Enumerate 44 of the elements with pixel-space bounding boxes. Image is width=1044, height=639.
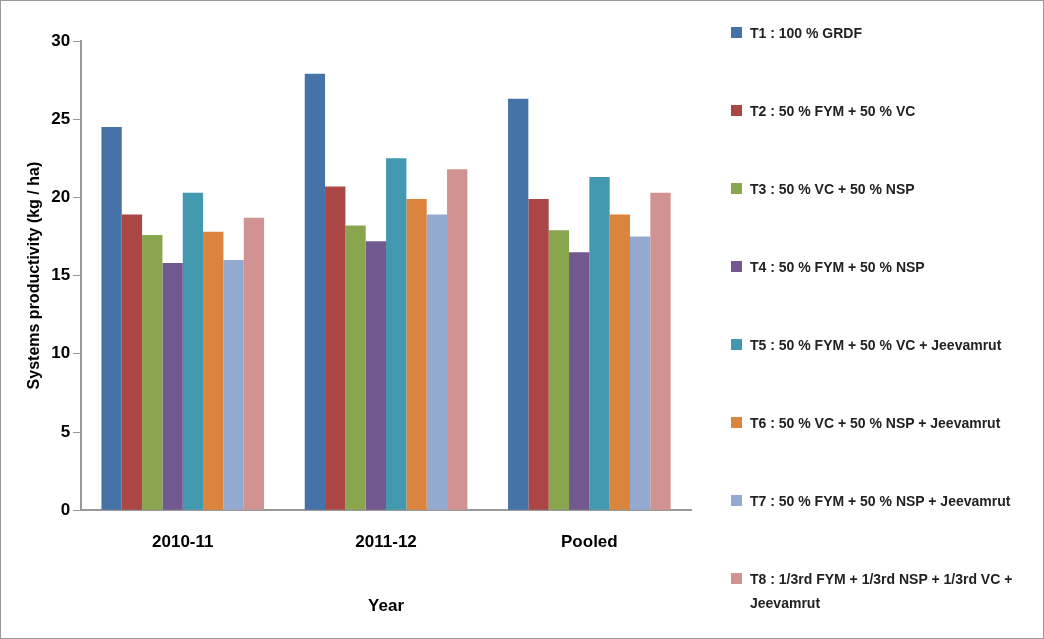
- x-tick-label: 2011-12: [355, 532, 417, 552]
- bar: [121, 214, 143, 510]
- bar: [386, 158, 407, 510]
- legend-label: T4 : 50 % FYM + 50 % NSP: [750, 258, 925, 277]
- bar: [630, 236, 651, 510]
- x-tick-label: 2010-11: [152, 532, 214, 552]
- bar: [182, 192, 204, 510]
- bar: [365, 241, 387, 510]
- legend-label: T1 : 100 % GRDF: [750, 24, 863, 43]
- bar: [548, 230, 570, 510]
- y-tick-label: 15: [51, 265, 71, 285]
- bar: [325, 186, 346, 510]
- legend-label: T3 : 50 % VC + 50 % NSP: [750, 180, 915, 199]
- y-tick-label: 30: [51, 30, 71, 50]
- y-tick-label: 20: [51, 187, 71, 207]
- bar: [447, 169, 468, 510]
- bar: [243, 217, 265, 510]
- bar: [406, 198, 427, 510]
- bar: [528, 198, 549, 510]
- y-axis-title: Systems productivity (kg / ha): [25, 161, 43, 390]
- x-tick-label: Pooled: [561, 532, 618, 552]
- bar: [609, 214, 631, 510]
- bar: [162, 263, 183, 510]
- bar: [345, 225, 366, 510]
- bar: [101, 127, 122, 510]
- bar: [508, 98, 529, 510]
- legend-label: T5 : 50 % FYM + 50 % VC + Jeevamrut: [750, 336, 1002, 355]
- bar: [569, 252, 590, 510]
- legend-label: T8 : 1/3rd FYM + 1/3rd NSP + 1/3rd VC + Jeevamrut: [750, 570, 1014, 613]
- legend-label: T7 : 50 % FYM + 50 % NSP + Jeevamrut: [750, 492, 1011, 511]
- bar: [650, 192, 671, 510]
- bar: [304, 73, 326, 510]
- y-tick-label: 25: [51, 108, 71, 128]
- bar: [426, 214, 448, 510]
- y-tick-label: 0: [60, 499, 71, 519]
- bar: [589, 177, 610, 510]
- legend-label: T6 : 50 % VC + 50 % NSP + Jeevamrut: [750, 414, 1001, 433]
- bar: [203, 231, 224, 510]
- legend-label: T2 : 50 % FYM + 50 % VC: [750, 102, 916, 121]
- y-tick-label: 10: [51, 343, 71, 363]
- bar: [142, 234, 163, 510]
- bar: [223, 259, 244, 510]
- x-axis-title: Year: [368, 596, 405, 616]
- y-tick-label: 5: [60, 421, 71, 441]
